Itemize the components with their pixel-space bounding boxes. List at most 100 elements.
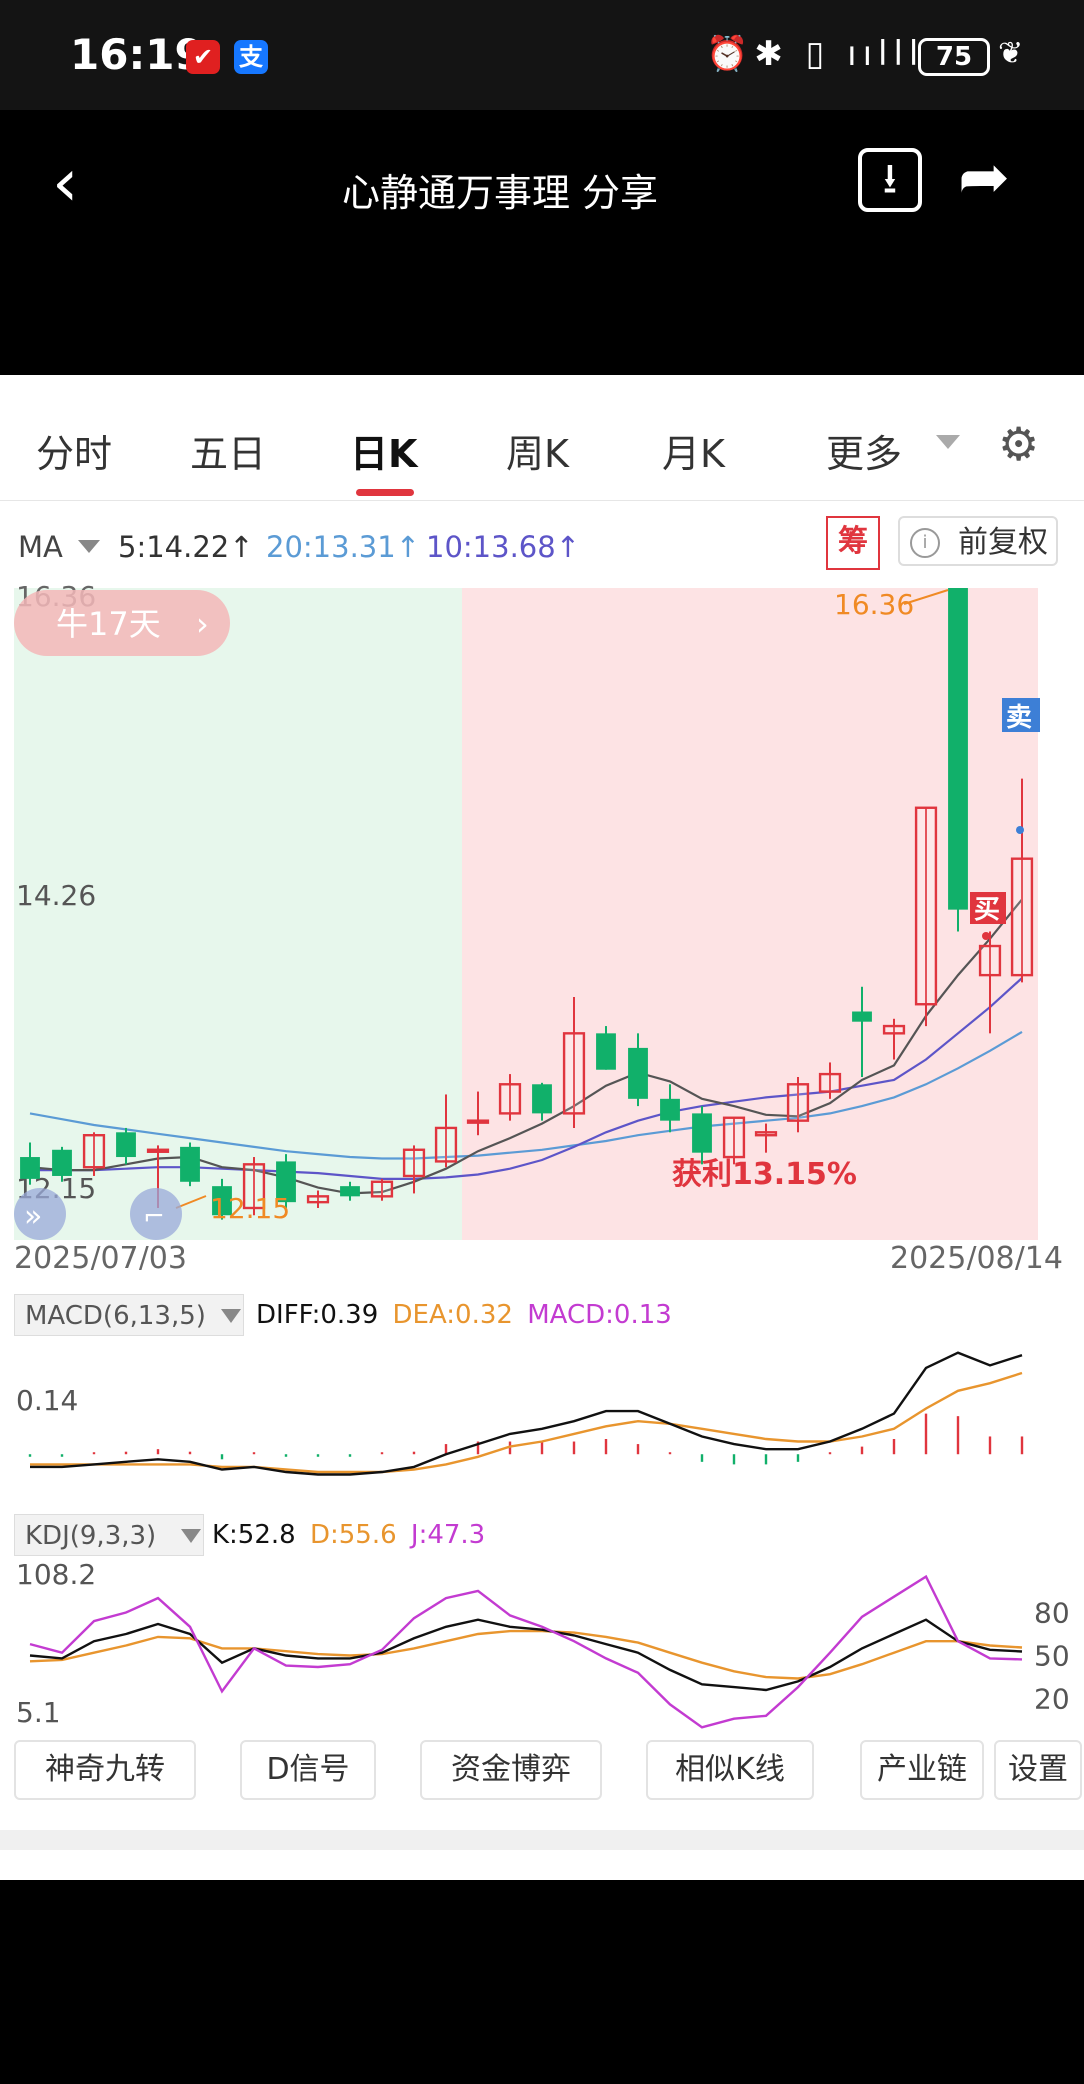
x-end-date: 2025/08/14	[890, 1241, 1063, 1270]
tool-d-signal-button[interactable]: D信号	[240, 1740, 376, 1800]
tool-magic-nine-button[interactable]: 神奇九转	[14, 1740, 196, 1800]
active-tab-indicator	[356, 489, 414, 496]
kline-chart[interactable]: 16.3614.2612.15牛17天›16.3612.15卖买获利13.15%…	[0, 580, 1084, 1270]
tool-similar-kline-button[interactable]: 相似K线	[646, 1740, 814, 1800]
gear-icon[interactable]: ⚙	[998, 417, 1040, 471]
adjustment-selector[interactable]: i 前复权	[898, 516, 1058, 566]
candle-body	[722, 1116, 746, 1159]
macd-values: DIFF:0.39 DEA:0.32 MACD:0.13	[256, 1300, 672, 1330]
bottom-dark-area	[0, 1880, 1084, 2084]
buy-marker-bg	[970, 892, 1006, 924]
alipay-app-icon: 支	[234, 40, 268, 74]
eco-leaf-icon: ❦	[998, 36, 1024, 71]
tab-five-day[interactable]: 五日	[190, 432, 267, 476]
max-price-label: 16.36	[834, 588, 914, 621]
status-time: 16:19	[70, 30, 204, 79]
battery-icon: 75	[918, 38, 990, 76]
share-button[interactable]: ➦	[958, 140, 1010, 213]
candle-body	[818, 1072, 842, 1093]
macd-label: MACD(6,13,5)	[25, 1301, 206, 1331]
chevron-down-icon[interactable]	[936, 435, 960, 449]
tool-industry-chain-button[interactable]: 产业链	[860, 1740, 984, 1800]
ma-selector[interactable]: MA	[18, 530, 63, 564]
sell-point	[1016, 826, 1024, 834]
dea-line	[30, 1371, 1023, 1474]
tab-weekly-k[interactable]: 周K	[506, 432, 569, 476]
holding-zone	[462, 588, 1038, 1240]
candle-body	[466, 1119, 490, 1124]
divider	[0, 1830, 1084, 1850]
kdj-axis-top: 108.2	[16, 1558, 96, 1591]
kdj-selector[interactable]: KDJ(9,3,3)	[14, 1514, 204, 1556]
kdj-level-label: 50	[1034, 1640, 1070, 1673]
candle-body	[596, 1033, 616, 1070]
candle-body	[498, 1083, 522, 1115]
settings-button[interactable]: 设置	[994, 1740, 1082, 1800]
candle-body	[852, 1011, 872, 1022]
back-button[interactable]: ‹	[52, 144, 79, 221]
page-title: 心静通万事理 分享	[341, 171, 659, 215]
expand-icon	[14, 1188, 66, 1240]
candle-body	[52, 1149, 72, 1176]
profit-label: 获利13.15%	[672, 1157, 857, 1192]
macd-selector[interactable]: MACD(6,13,5)	[14, 1294, 244, 1336]
antelope-app-icon: ✔	[186, 40, 220, 74]
crop-icon	[130, 1188, 182, 1240]
period-tabs: 分时 五日 日K 周K 月K 更多 ⚙	[0, 395, 1084, 501]
chevron-right-icon: ›	[196, 605, 209, 643]
candle-body	[20, 1157, 40, 1179]
candle-body	[402, 1148, 426, 1178]
tab-more[interactable]: 更多	[826, 432, 903, 476]
tab-daily-k[interactable]: 日K	[350, 432, 418, 476]
candle-body	[340, 1186, 360, 1197]
tool-capital-game-button[interactable]: 资金博弈	[420, 1740, 602, 1800]
candle-body	[882, 1024, 906, 1035]
candle-body	[754, 1131, 778, 1137]
candle-body	[1010, 857, 1034, 977]
period-badge: 牛17天	[56, 605, 161, 643]
kdj-level-label: 80	[1034, 1596, 1070, 1629]
candle-body	[116, 1132, 136, 1158]
status-icons: ⏰✱ ▯ ıılll	[706, 34, 925, 74]
candle-body	[434, 1126, 458, 1163]
candle-body	[276, 1161, 296, 1203]
sell-marker-bg	[1002, 698, 1040, 732]
d-value: D:55.6	[309, 1520, 397, 1550]
chevron-down-icon[interactable]	[221, 1309, 241, 1323]
kdj-values: K:52.8 D:55.6 J:47.3	[212, 1520, 485, 1550]
kdj-label: KDJ(9,3,3)	[25, 1521, 157, 1551]
crop-icon-glyph: ⌐	[143, 1202, 165, 1232]
tab-monthly-k[interactable]: 月K	[662, 432, 725, 476]
ma20-value: 20:13.31↑	[266, 530, 420, 564]
kdj-axis-bottom: 5.1	[16, 1696, 61, 1729]
candle-body	[562, 1032, 586, 1115]
tab-intraday[interactable]: 分时	[36, 432, 113, 476]
min-price-pointer	[175, 1195, 207, 1209]
kdj-d-line	[29, 1629, 1023, 1680]
j-value: J:47.3	[410, 1520, 486, 1550]
chevron-down-icon[interactable]	[78, 540, 100, 553]
buy-marker: 买	[974, 895, 1000, 925]
candle-body	[948, 588, 968, 910]
chip-distribution-button[interactable]: 筹	[826, 516, 880, 570]
max-price-pointer	[903, 589, 949, 605]
adjustment-label: 前复权	[958, 525, 1048, 560]
candle-body	[82, 1134, 106, 1169]
candle-body	[370, 1180, 394, 1198]
empty-position-zone	[14, 588, 462, 1240]
buy-point	[982, 932, 990, 940]
candle-body	[532, 1084, 552, 1114]
candle-body	[628, 1047, 648, 1099]
download-button[interactable]: ⭳	[858, 148, 922, 212]
candle-body	[212, 1186, 232, 1216]
share-header: ‹ 心静通万事理 分享 ⭳ ➦	[0, 110, 1084, 375]
period-badge-bg	[14, 590, 230, 656]
info-icon: i	[910, 528, 940, 558]
candle-body	[242, 1163, 266, 1210]
kdj-j-line	[29, 1574, 1023, 1729]
candle-body	[692, 1113, 712, 1153]
ma20-line	[29, 1030, 1023, 1160]
chevron-down-icon[interactable]	[181, 1529, 201, 1543]
k-value: K:52.8	[212, 1520, 296, 1550]
indicator-panels[interactable]: 0.14 108.2 5.1 80 50 20	[0, 1340, 1084, 1740]
